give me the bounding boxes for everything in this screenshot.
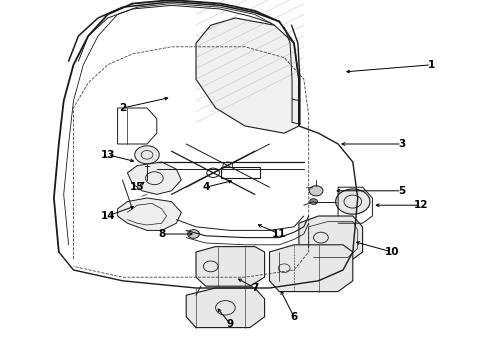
Polygon shape xyxy=(299,216,363,263)
Text: 15: 15 xyxy=(130,182,145,192)
Polygon shape xyxy=(220,167,260,178)
Text: 2: 2 xyxy=(119,103,126,113)
Polygon shape xyxy=(118,108,157,144)
Text: 3: 3 xyxy=(398,139,405,149)
Text: 6: 6 xyxy=(291,312,297,322)
Text: 5: 5 xyxy=(398,186,405,196)
Text: 4: 4 xyxy=(202,182,210,192)
Circle shape xyxy=(309,186,323,196)
Polygon shape xyxy=(127,162,181,194)
Text: 1: 1 xyxy=(428,60,435,70)
Text: 10: 10 xyxy=(385,247,399,257)
Text: 11: 11 xyxy=(272,229,287,239)
Circle shape xyxy=(336,189,370,214)
Polygon shape xyxy=(186,288,265,328)
Circle shape xyxy=(207,168,220,177)
Polygon shape xyxy=(196,247,265,286)
Polygon shape xyxy=(118,198,181,230)
Text: 8: 8 xyxy=(158,229,165,239)
Circle shape xyxy=(188,230,199,238)
Circle shape xyxy=(135,146,159,164)
Polygon shape xyxy=(270,245,353,292)
Circle shape xyxy=(310,199,318,204)
Text: 14: 14 xyxy=(100,211,115,221)
Circle shape xyxy=(223,162,233,169)
Text: 12: 12 xyxy=(414,200,429,210)
Text: 9: 9 xyxy=(227,319,234,329)
Text: 7: 7 xyxy=(251,283,259,293)
Polygon shape xyxy=(196,18,299,133)
Text: 13: 13 xyxy=(100,150,115,160)
